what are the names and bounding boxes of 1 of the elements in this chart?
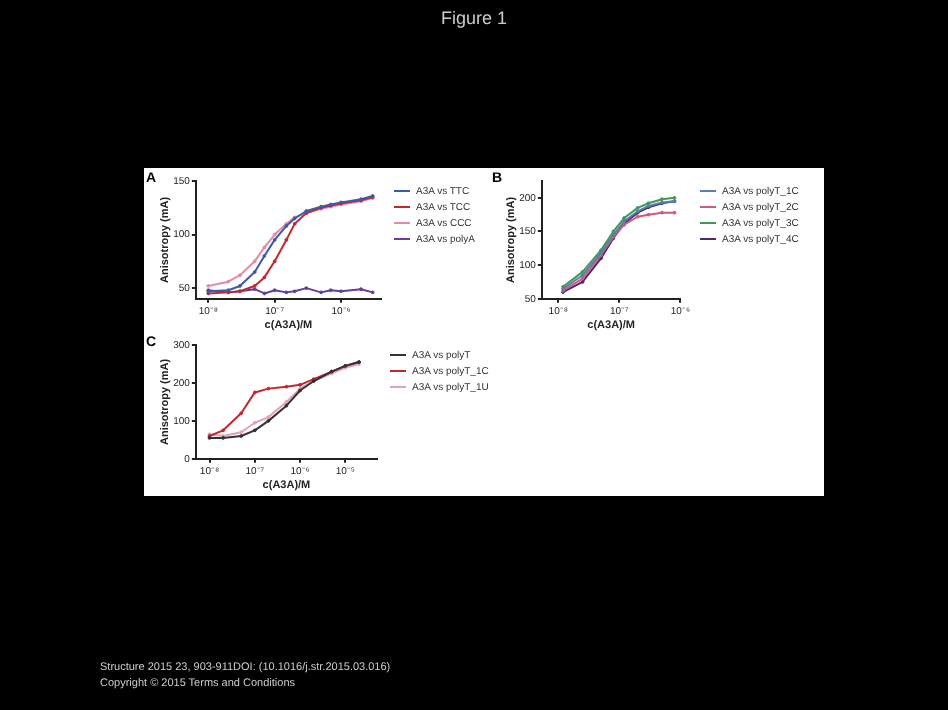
text: Figure 1	[438, 8, 510, 28]
